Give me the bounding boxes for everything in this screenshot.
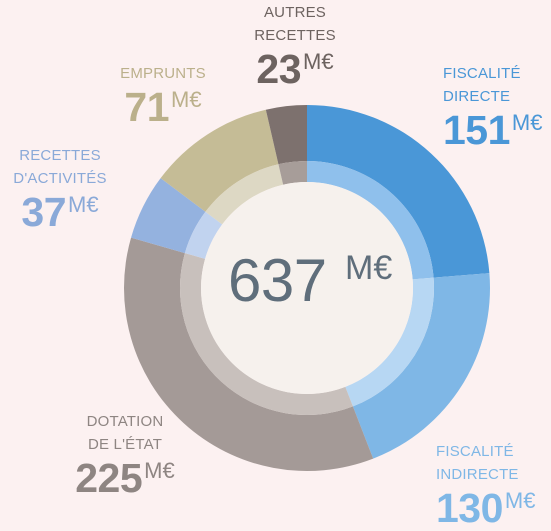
label-unit: M€ — [68, 192, 99, 217]
label-unit: M€ — [303, 49, 334, 74]
label-fiscalite-directe: FISCALITÉ DIRECTE 151M€ — [443, 62, 542, 151]
label-title-line-1: EMPRUNTS — [120, 65, 206, 82]
label-title-line-2: RECETTES — [254, 27, 336, 44]
label-value: 71 — [124, 84, 170, 130]
label-title-line-1: FISCALITÉ — [436, 443, 514, 460]
label-title-line-1: RECETTES — [19, 147, 101, 164]
center-disc — [201, 182, 413, 394]
slice-inner-0 — [307, 161, 434, 280]
label-title-line-1: AUTRES — [263, 4, 327, 21]
label-value: 23 — [256, 46, 302, 92]
center-total-unit: M€ — [345, 249, 393, 287]
label-title-line-1: DOTATION — [86, 413, 164, 430]
label-title-line-2: D'ACTIVITÉS — [13, 170, 107, 187]
slice-2 — [123, 237, 374, 471]
label-title-line-1: FISCALITÉ — [443, 65, 521, 82]
label-title-line-2: INDIRECTE — [436, 466, 519, 483]
slice-3 — [131, 178, 206, 254]
label-value: 37 — [21, 189, 67, 235]
slice-1 — [352, 273, 490, 459]
label-recettes-activites: RECETTES D'ACTIVITÉS 37M€ — [0, 144, 120, 233]
label-value: 130 — [436, 485, 503, 531]
inner-ring — [180, 161, 435, 415]
slice-5 — [265, 105, 307, 165]
center-total-value: 637 — [228, 247, 327, 314]
slice-inner-2 — [180, 253, 353, 415]
label-unit: M€ — [144, 458, 175, 483]
label-title-line-2: DIRECTE — [443, 88, 511, 105]
slice-inner-3 — [184, 211, 223, 259]
outer-ring — [123, 105, 490, 471]
center-total: 637 M€ — [200, 241, 410, 333]
label-dotation-etat: DOTATION DE L'ÉTAT 225M€ — [34, 410, 216, 499]
slice-inner-1 — [345, 277, 435, 407]
label-value: 151 — [443, 107, 510, 153]
label-emprunts: EMPRUNTS 71M€ — [100, 62, 226, 128]
label-unit: M€ — [171, 87, 202, 112]
label-autres-recettes: AUTRES RECETTES 23M€ — [235, 1, 355, 90]
label-unit: M€ — [511, 110, 543, 135]
slice-inner-5 — [278, 161, 307, 185]
slice-inner-4 — [205, 164, 284, 225]
label-title-line-2: DE L'ÉTAT — [87, 436, 163, 453]
slice-0 — [307, 105, 490, 278]
label-value: 225 — [75, 455, 143, 501]
slice-4 — [160, 109, 279, 212]
label-unit: M€ — [504, 488, 536, 513]
label-fiscalite-indirecte: FISCALITÉ INDIRECTE 130M€ — [436, 440, 535, 529]
